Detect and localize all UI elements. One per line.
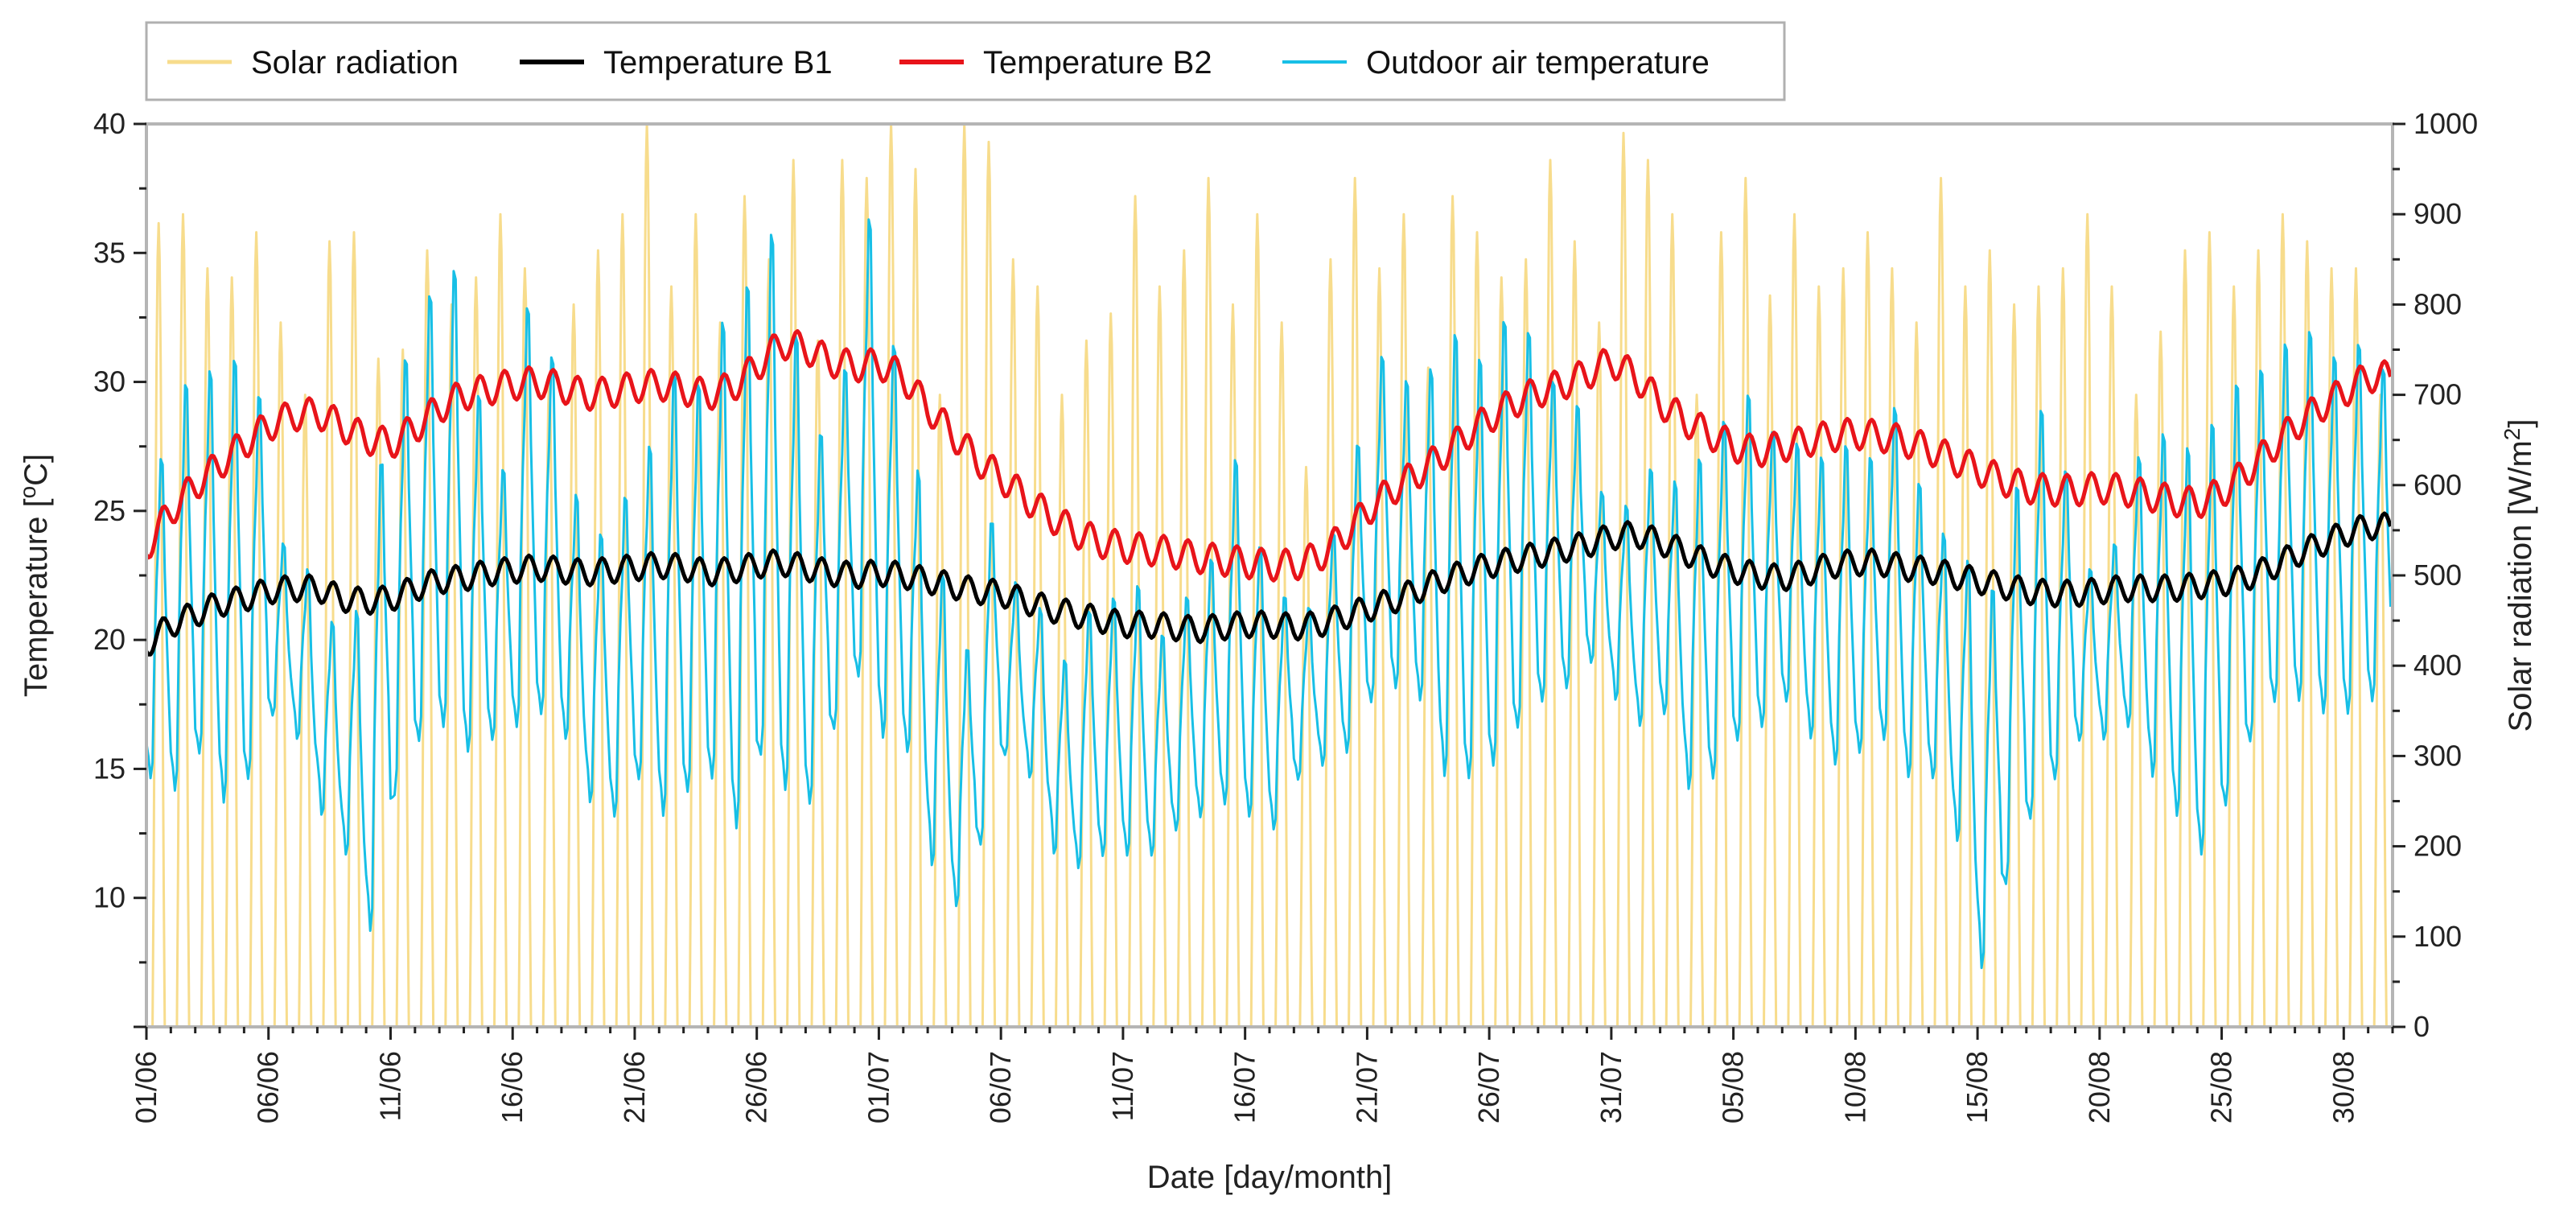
x-axis: 01/06 06/06 11/06 16/06 21/06 26/06 01/07 06/07… xyxy=(130,1027,2394,1123)
right-axis-title: Solar radiation [W/m2] xyxy=(2500,418,2538,732)
x-tick-label: 31/07 xyxy=(1595,1051,1627,1123)
right-tick-label: 600 xyxy=(2413,468,2462,501)
x-tick-label: 06/07 xyxy=(984,1051,1017,1123)
x-tick-label: 26/06 xyxy=(740,1051,773,1123)
left-tick-label: 30 xyxy=(93,365,126,398)
left-axis-title: Temperature [oC] xyxy=(15,454,54,697)
x-tick-label: 20/08 xyxy=(2083,1051,2116,1123)
left-tick-label: 15 xyxy=(93,752,126,785)
legend-label-b1: Temperature B1 xyxy=(603,45,833,80)
left-tick-label: 20 xyxy=(93,623,126,656)
x-axis-title: Date [day/month] xyxy=(1147,1160,1393,1195)
series-layer xyxy=(146,124,2393,1027)
right-tick-label: 300 xyxy=(2413,739,2462,772)
x-tick-label: 11/07 xyxy=(1106,1051,1139,1121)
x-tick-label: 01/06 xyxy=(130,1051,163,1123)
x-tick-label: 11/06 xyxy=(373,1051,406,1121)
x-tick-label: 30/08 xyxy=(2327,1051,2360,1123)
legend-box xyxy=(145,21,1786,101)
right-tick-label: 900 xyxy=(2413,197,2462,230)
right-axis: 0 100 200 300 400 500 600 700 800 900 1000 xyxy=(2393,107,2478,1043)
legend: Solar radiation Temperature B1 Temperatu… xyxy=(145,21,1786,101)
legend-label-b2: Temperature B2 xyxy=(983,45,1212,80)
series-solar-radiation xyxy=(146,124,2393,1027)
x-tick-label: 21/06 xyxy=(618,1051,651,1123)
x-tick-label: 16/07 xyxy=(1228,1051,1261,1123)
legend-label-outdoor: Outdoor air temperature xyxy=(1366,45,1710,80)
x-tick-label: 25/08 xyxy=(2205,1051,2238,1123)
x-tick-label: 01/07 xyxy=(862,1051,895,1123)
right-tick-label: 1000 xyxy=(2413,107,2478,140)
x-tick-label: 15/08 xyxy=(1961,1051,1994,1123)
x-tick-label: 06/06 xyxy=(252,1051,285,1123)
series-outdoor-air-temperature xyxy=(146,218,2392,970)
right-tick-label: 200 xyxy=(2413,830,2462,863)
right-tick-label: 0 xyxy=(2413,1010,2430,1043)
x-tick-label: 10/08 xyxy=(1838,1051,1871,1123)
left-tick-label: 40 xyxy=(93,107,126,140)
right-tick-label: 500 xyxy=(2413,559,2462,592)
series-temperature-b2 xyxy=(146,329,2393,583)
left-tick-label: 35 xyxy=(93,236,126,269)
right-tick-label: 800 xyxy=(2413,287,2462,320)
x-tick-label: 21/07 xyxy=(1350,1051,1383,1123)
x-tick-label: 26/07 xyxy=(1472,1051,1505,1123)
series-temperature-b1 xyxy=(146,511,2393,657)
left-axis-title-superscript: o xyxy=(15,486,40,499)
right-axis-title-superscript: 2 xyxy=(2500,428,2525,441)
left-tick-label: 10 xyxy=(93,881,126,914)
left-tick-label: 25 xyxy=(93,494,126,527)
right-tick-label: 700 xyxy=(2413,378,2462,411)
right-tick-label: 400 xyxy=(2413,649,2462,682)
legend-label-solar: Solar radiation xyxy=(251,45,459,80)
x-tick-label: 16/06 xyxy=(496,1051,529,1123)
left-axis: 10 15 20 25 30 35 40 xyxy=(93,107,146,1028)
x-tick-label: 05/08 xyxy=(1717,1051,1750,1123)
right-tick-label: 100 xyxy=(2413,920,2462,953)
